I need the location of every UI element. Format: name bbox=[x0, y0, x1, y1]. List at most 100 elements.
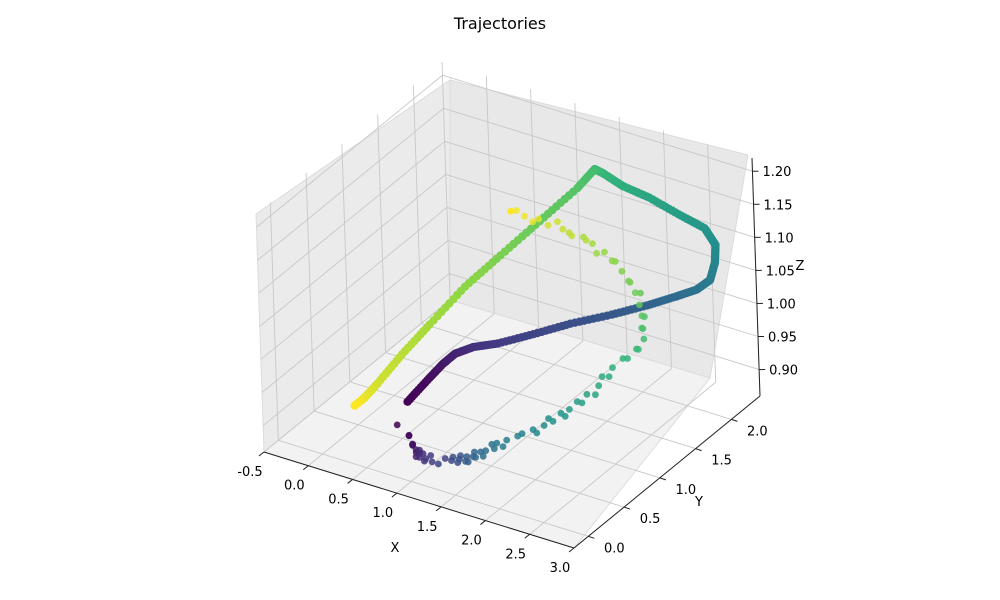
scatter-point bbox=[490, 445, 498, 453]
y-tick-mark bbox=[659, 477, 667, 481]
scatter-point bbox=[540, 422, 548, 429]
scatter-point bbox=[561, 412, 569, 420]
scatter-point bbox=[393, 421, 401, 429]
scatter-point bbox=[405, 432, 413, 440]
scatter-point bbox=[624, 355, 631, 362]
axes-panes bbox=[255, 79, 749, 549]
back-grid-line-z bbox=[444, 140, 755, 238]
z-tick-label: 1.05 bbox=[766, 264, 795, 279]
x-tick-label: 1.5 bbox=[417, 520, 438, 535]
x-tick-mark bbox=[391, 492, 398, 498]
floor-grid-line-x bbox=[352, 327, 539, 480]
y-axis-ticks: 0.0 0.5 1.0 1.5 2.0 bbox=[588, 418, 768, 556]
y-tick-mark bbox=[695, 448, 702, 452]
x-axis-ticks: -0.5 0.0 0.5 1.0 1.5 2.0 2.5 3.0 bbox=[237, 451, 575, 576]
scatter-point bbox=[471, 448, 478, 456]
side-grid-line-z bbox=[258, 140, 445, 294]
back-grid-line-z bbox=[443, 107, 754, 205]
scatter-point bbox=[512, 207, 520, 214]
y-tick-label: 1.0 bbox=[676, 483, 697, 498]
back-grid-line-z bbox=[448, 273, 760, 370]
x-tick-label: -0.5 bbox=[237, 465, 262, 480]
scatter-point bbox=[601, 248, 608, 256]
scatter-point bbox=[636, 301, 643, 309]
scatter-point bbox=[566, 406, 573, 413]
scatter-point bbox=[638, 312, 646, 320]
axis-lines bbox=[263, 157, 761, 549]
side-grid-line-z bbox=[256, 74, 443, 228]
z-axis-line bbox=[751, 157, 761, 397]
back-grid-line-x bbox=[485, 75, 495, 314]
scatter-point bbox=[427, 452, 435, 459]
scatter-point bbox=[514, 432, 522, 440]
x-tick-mark bbox=[568, 547, 575, 553]
scatter-point bbox=[609, 364, 616, 371]
x-tick-mark bbox=[524, 533, 531, 539]
scatter-point bbox=[463, 453, 471, 461]
scatter-point bbox=[533, 429, 541, 437]
scatter-point bbox=[472, 454, 480, 461]
scatter-point bbox=[493, 439, 501, 447]
back-grid-line-x bbox=[441, 61, 451, 301]
y-tick-label: 1.5 bbox=[711, 454, 732, 469]
x-tick-mark bbox=[302, 465, 309, 471]
z-tick-label: 0.90 bbox=[769, 364, 798, 379]
back-grid-line-z bbox=[445, 173, 756, 271]
y-axis-label: Y bbox=[694, 495, 703, 510]
back-grid-line-x bbox=[574, 103, 584, 342]
y-tick-mark bbox=[623, 506, 631, 510]
y-tick-mark bbox=[731, 418, 738, 422]
back-grid-line-x bbox=[662, 130, 672, 369]
floor-grid-line-y bbox=[421, 322, 732, 420]
back-grid-line-x bbox=[530, 89, 540, 328]
side-grid-line-y bbox=[412, 85, 422, 324]
scatter-point bbox=[419, 450, 427, 457]
scatter-point bbox=[499, 443, 507, 450]
z-axis-ticks: 0.90 0.95 1.00 1.05 1.10 1.15 1.20 bbox=[752, 165, 798, 379]
scatter-point bbox=[428, 458, 436, 466]
data-marks bbox=[350, 164, 720, 468]
side-grid-line-z bbox=[262, 273, 450, 426]
x-axis-label: X bbox=[391, 541, 400, 556]
side-grid-line-y bbox=[377, 114, 387, 353]
scatter-point bbox=[578, 399, 586, 407]
scatter-point bbox=[638, 324, 646, 332]
z-tick-label: 1.10 bbox=[765, 231, 794, 246]
back-grid-line-z bbox=[442, 74, 753, 172]
scatter-point bbox=[503, 436, 511, 444]
scatter-point bbox=[595, 382, 603, 390]
z-tick-label: 1.15 bbox=[764, 198, 793, 213]
scatter-point bbox=[422, 455, 430, 463]
y-axis-line bbox=[573, 395, 761, 549]
side-grid-line-y bbox=[305, 173, 315, 412]
x-tick-label: 3.0 bbox=[550, 561, 571, 576]
scatter-point bbox=[605, 373, 613, 380]
side-grid-line-y bbox=[269, 202, 279, 441]
scatter-point bbox=[549, 417, 557, 425]
x-tick-mark bbox=[435, 506, 442, 512]
scatter-point bbox=[637, 289, 644, 297]
x-tick-mark bbox=[347, 479, 353, 484]
scatter-point bbox=[608, 257, 616, 265]
x-tick-label: 0.5 bbox=[328, 492, 349, 507]
y-tick-label: 0.5 bbox=[640, 512, 661, 527]
x-tick-label: 2.0 bbox=[461, 534, 482, 549]
scatter-point bbox=[409, 440, 416, 448]
scatter-point bbox=[625, 277, 632, 285]
x-tick-label: 2.5 bbox=[505, 547, 526, 562]
scatter-point bbox=[635, 346, 642, 353]
floor-grid-line-x bbox=[485, 368, 672, 521]
z-axis-label: Z bbox=[796, 259, 805, 274]
scatter-point bbox=[482, 447, 490, 455]
scatter-point bbox=[464, 458, 472, 466]
scatter-point bbox=[589, 240, 596, 248]
floor-grid-line-x bbox=[529, 381, 716, 535]
floor-grid-line-x bbox=[263, 299, 451, 453]
side-grid-line-z bbox=[261, 240, 449, 393]
y-tick-mark bbox=[588, 535, 595, 539]
scatter-point bbox=[592, 391, 599, 399]
chart-title: Trajectories bbox=[453, 14, 546, 33]
floor-grid-line-x bbox=[396, 340, 584, 494]
scatter-point bbox=[631, 289, 639, 297]
